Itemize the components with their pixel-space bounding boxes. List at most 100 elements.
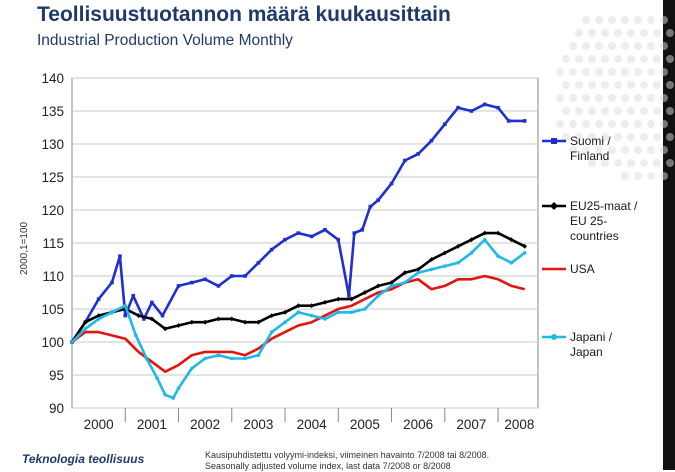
pattern-dot [621, 42, 629, 50]
data-point-finland [203, 277, 207, 282]
data-point-eu25 [269, 313, 275, 318]
data-point-finland [429, 138, 434, 143]
data-point-finland [229, 274, 234, 278]
pattern-dot [621, 16, 629, 24]
data-point-eu25 [495, 230, 501, 236]
data-point-finland [123, 313, 128, 318]
data-point-japan [269, 330, 274, 334]
data-point-japan [134, 333, 138, 338]
data-point-japan [96, 317, 101, 321]
data-point-eu25 [415, 267, 421, 272]
pattern-dot [640, 107, 648, 115]
footnote: Kausipuhdistettu volyymi-indeksi, viimei… [205, 450, 489, 472]
y-tick-label: 130 [41, 137, 64, 152]
data-point-finland [142, 317, 146, 321]
data-point-japan [296, 310, 301, 315]
pattern-dot [582, 42, 590, 50]
data-point-finland [150, 300, 154, 305]
pattern-dot [666, 81, 674, 89]
pattern-dot [601, 81, 609, 89]
data-point-japan [176, 386, 181, 391]
data-point-finland [456, 105, 460, 110]
x-axis: 2000 2001 2002 2003 2004 2005 2006 2007 2008 [84, 408, 534, 432]
pattern-dot [627, 55, 635, 63]
pattern-dot [582, 146, 590, 154]
data-point-finland [110, 280, 114, 285]
pattern-dot [660, 146, 668, 154]
x-tick-label: 2002 [190, 417, 220, 432]
data-point-finland [176, 284, 181, 288]
legend-label-eu25: countries [570, 229, 619, 243]
data-point-eu25 [429, 257, 434, 262]
data-point-japan [403, 280, 407, 285]
data-point-eu25 [455, 243, 461, 249]
pattern-dot [647, 94, 655, 102]
pattern-dot [562, 133, 570, 141]
data-point-japan [443, 264, 447, 268]
pattern-dot [647, 120, 655, 128]
pattern-dot [582, 120, 590, 128]
pattern-dot [575, 55, 583, 63]
data-point-japan [110, 310, 114, 315]
chart-subtitle: Industrial Production Volume Monthly [37, 32, 293, 49]
pattern-dot [562, 55, 570, 63]
pattern-dot [627, 81, 635, 89]
pattern-dot [556, 120, 564, 128]
pattern-dot [634, 16, 642, 24]
pattern-dot [660, 172, 668, 180]
pattern-dot [640, 29, 648, 37]
pattern-dot [588, 159, 596, 167]
pattern-dot [601, 159, 609, 167]
pattern-dot [595, 16, 603, 24]
data-point-finland [347, 294, 351, 298]
pattern-dot [634, 172, 642, 180]
footnote-line-2: Seasonally adjusted volume index, last d… [205, 461, 451, 471]
data-point-eu25 [202, 319, 208, 325]
pattern-dot [601, 133, 609, 141]
y-tick-label: 115 [42, 236, 64, 251]
pattern-dot [634, 68, 642, 76]
pattern-dot [634, 120, 642, 128]
pattern-dot [640, 159, 648, 167]
data-point-japan [70, 340, 74, 344]
pattern-dot [595, 68, 603, 76]
pattern-dot [634, 94, 642, 102]
data-point-eu25 [362, 290, 368, 295]
data-point-japan [171, 396, 175, 400]
data-point-finland [190, 280, 194, 285]
pattern-dot [653, 55, 661, 63]
pattern-dot [608, 146, 616, 154]
data-point-finland [309, 234, 314, 239]
data-point-japan [190, 366, 194, 371]
data-point-eu25 [402, 270, 408, 276]
chart-title: Teollisuustuotannon määrä kuukausittain [37, 3, 451, 26]
legend-label-eu25: EU25-maat / [570, 199, 638, 213]
pattern-dot [569, 94, 577, 102]
data-point-japan [144, 356, 149, 361]
pattern-dot [614, 81, 622, 89]
data-point-japan [203, 356, 207, 361]
data-point-japan [482, 237, 487, 242]
data-point-japan [283, 320, 287, 325]
pattern-dot [575, 133, 583, 141]
pattern-dot [582, 94, 590, 102]
legend: Suomi /Finland EU25-maat /EU 25-countries… [542, 134, 638, 359]
data-point-finland [160, 313, 165, 318]
pattern-dot [614, 159, 622, 167]
pattern-dot [588, 107, 596, 115]
pattern-dot [588, 81, 596, 89]
pattern-dot [653, 81, 661, 89]
data-point-finland [336, 237, 341, 242]
pattern-dot [621, 120, 629, 128]
pattern-dot [660, 120, 668, 128]
pattern-dot [562, 81, 570, 89]
legend-label-eu25: EU 25- [570, 214, 607, 228]
pattern-dot [653, 133, 661, 141]
data-point-japan [123, 303, 128, 308]
pattern-dot [614, 29, 622, 37]
legend-label-japan: Japani / [570, 330, 613, 344]
footnote-line-1: Kausipuhdistettu volyymi-indeksi, viimei… [205, 450, 490, 460]
pattern-dot [588, 133, 596, 141]
pattern-dot [653, 29, 661, 37]
data-point-eu25 [149, 316, 155, 322]
